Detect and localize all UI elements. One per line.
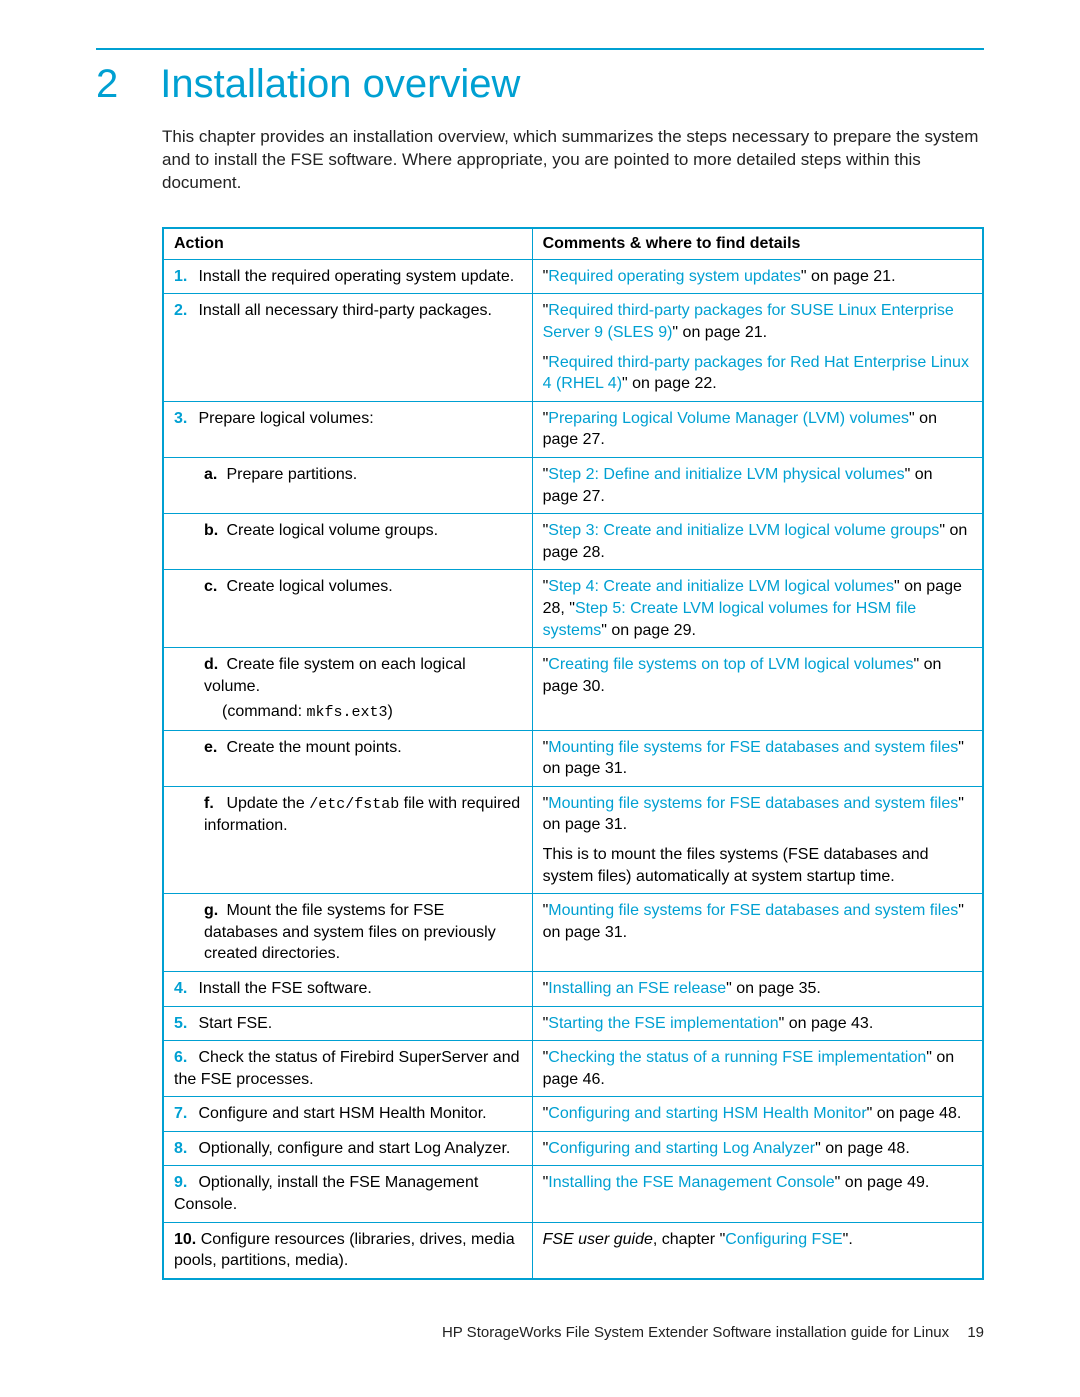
table-row: 6. Check the status of Firebird SuperSer… (164, 1041, 982, 1097)
step-number: 3. (174, 408, 194, 430)
substep-marker: g. (204, 900, 222, 922)
step-number: 8. (174, 1138, 194, 1160)
table-row-sub: c. Create logical volumes. "Step 4: Crea… (164, 570, 982, 648)
xref-suffix: " on page 35. (726, 980, 821, 997)
substep-action: Create file system on each logical volum… (204, 656, 466, 695)
step-action: Install the FSE software. (198, 980, 371, 997)
table-row-sub: d. Create file system on each logical vo… (164, 648, 982, 730)
header-comments: Comments & where to find details (532, 229, 982, 260)
substep-action: Create logical volume groups. (226, 522, 438, 539)
xref-link[interactable]: Starting the FSE implementation (548, 1015, 778, 1032)
xref-link[interactable]: Required third-party packages for Red Ha… (543, 354, 969, 393)
xref-suffix: " on page 43. (779, 1015, 874, 1032)
xref-link[interactable]: Installing the FSE Management Console (548, 1174, 834, 1191)
step-action: Install all necessary third-party packag… (198, 302, 491, 319)
substep-action: Prepare partitions. (226, 466, 357, 483)
substep-action-pre: Update the (226, 795, 309, 812)
xref-link[interactable]: Preparing Logical Volume Manager (LVM) v… (548, 410, 909, 427)
substep-marker: b. (204, 520, 222, 542)
comment-extra: This is to mount the files systems (FSE … (543, 844, 972, 887)
substep-marker: d. (204, 654, 222, 676)
xref-suffix: " on page 22. (622, 375, 717, 392)
chapter-heading: 2 Installation overview (96, 64, 984, 104)
xref-suffix: " on page 21. (801, 268, 896, 285)
xref-suffix: ". (843, 1231, 853, 1248)
xref-link[interactable]: Required operating system updates (548, 268, 801, 285)
substep-action-post: ) (387, 703, 392, 720)
step-number: 7. (174, 1103, 194, 1125)
table-row: 2. Install all necessary third-party pac… (164, 294, 982, 401)
chapter-number: 2 (96, 64, 118, 104)
substep-marker: f. (204, 793, 222, 815)
xref-suffix: " on page 49. (835, 1174, 930, 1191)
step-action: Check the status of Firebird SuperServer… (174, 1049, 520, 1088)
xref-link[interactable]: Mounting file systems for FSE databases … (548, 795, 958, 812)
step-action: Configure and start HSM Health Monitor. (198, 1105, 486, 1122)
table-row-sub: f. Update the /etc/fstab file with requi… (164, 786, 982, 893)
xref-link[interactable]: Step 5: Create LVM logical volumes for H… (543, 600, 917, 639)
xref-link[interactable]: Step 4: Create and initialize LVM logica… (548, 578, 894, 595)
substep-marker: a. (204, 464, 222, 486)
xref-suffix: " on page 48. (815, 1140, 910, 1157)
xref-link[interactable]: Step 3: Create and initialize LVM logica… (548, 522, 939, 539)
code-literal: mkfs.ext3 (306, 704, 387, 721)
page: 2 Installation overview This chapter pro… (0, 0, 1080, 1280)
substep-action: Create logical volumes. (226, 578, 392, 595)
step-number: 10. (174, 1229, 196, 1251)
substep-action: Mount the file systems for FSE databases… (204, 902, 496, 962)
table-row: 8. Optionally, configure and start Log A… (164, 1131, 982, 1166)
table-row-sub: a. Prepare partitions. "Step 2: Define a… (164, 457, 982, 513)
code-literal: /etc/fstab (309, 796, 399, 813)
step-number: 5. (174, 1013, 194, 1035)
xref-suffix: " on page 29. (601, 622, 696, 639)
step-action: Configure resources (libraries, drives, … (174, 1231, 515, 1270)
footer-text: HP StorageWorks File System Extender Sof… (442, 1324, 949, 1341)
table-row: 10. Configure resources (libraries, driv… (164, 1222, 982, 1278)
xref-mid: , chapter " (653, 1231, 725, 1248)
header-action: Action (164, 229, 532, 260)
intro-paragraph: This chapter provides an installation ov… (162, 126, 984, 195)
step-number: 9. (174, 1172, 194, 1194)
step-number: 6. (174, 1047, 194, 1069)
table-row: 7. Configure and start HSM Health Monito… (164, 1097, 982, 1132)
xref-link[interactable]: Configuring and starting Log Analyzer (548, 1140, 815, 1157)
substep-marker: c. (204, 576, 222, 598)
step-action: Start FSE. (198, 1015, 272, 1032)
top-rule (96, 48, 984, 50)
xref-link[interactable]: Installing an FSE release (548, 980, 726, 997)
xref-link[interactable]: Configuring and starting HSM Health Moni… (548, 1105, 866, 1122)
table-row: 4. Install the FSE software. "Installing… (164, 971, 982, 1006)
step-action: Prepare logical volumes: (198, 410, 373, 427)
step-number: 2. (174, 300, 194, 322)
xref-suffix: " on page 21. (672, 324, 767, 341)
chapter-title: Installation overview (160, 64, 520, 104)
xref-link[interactable]: Checking the status of a running FSE imp… (548, 1049, 926, 1066)
table-row-sub: g. Mount the file systems for FSE databa… (164, 894, 982, 972)
table-header-row: Action Comments & where to find details (164, 229, 982, 260)
xref-link[interactable]: Mounting file systems for FSE databases … (548, 739, 958, 756)
table-row-sub: e. Create the mount points. "Mounting fi… (164, 730, 982, 786)
table-row-sub: b. Create logical volume groups. "Step 3… (164, 514, 982, 570)
overview-table: Action Comments & where to find details … (162, 227, 984, 1280)
page-number: 19 (967, 1324, 984, 1341)
table-row: 1. Install the required operating system… (164, 259, 982, 294)
doc-title-ref: FSE user guide (543, 1231, 653, 1248)
substep-action-pre: (command: (222, 703, 306, 720)
step-number: 1. (174, 266, 194, 288)
step-action: Optionally, install the FSE Management C… (174, 1174, 478, 1213)
xref-link[interactable]: Creating file systems on top of LVM logi… (548, 656, 913, 673)
step-action: Install the required operating system up… (198, 268, 514, 285)
xref-link[interactable]: Step 2: Define and initialize LVM physic… (548, 466, 904, 483)
xref-link[interactable]: Mounting file systems for FSE databases … (548, 902, 958, 919)
step-number: 4. (174, 978, 194, 1000)
xref-link[interactable]: Configuring FSE (725, 1231, 842, 1248)
substep-action: Create the mount points. (226, 739, 401, 756)
step-action: Optionally, configure and start Log Anal… (198, 1140, 510, 1157)
table-row: 5. Start FSE. "Starting the FSE implemen… (164, 1006, 982, 1041)
xref-suffix: " on page 48. (867, 1105, 962, 1122)
substep-marker: e. (204, 737, 222, 759)
table-row: 9. Optionally, install the FSE Managemen… (164, 1166, 982, 1222)
page-footer: HP StorageWorks File System Extender Sof… (442, 1324, 984, 1341)
table-row: 3. Prepare logical volumes: "Preparing L… (164, 401, 982, 457)
